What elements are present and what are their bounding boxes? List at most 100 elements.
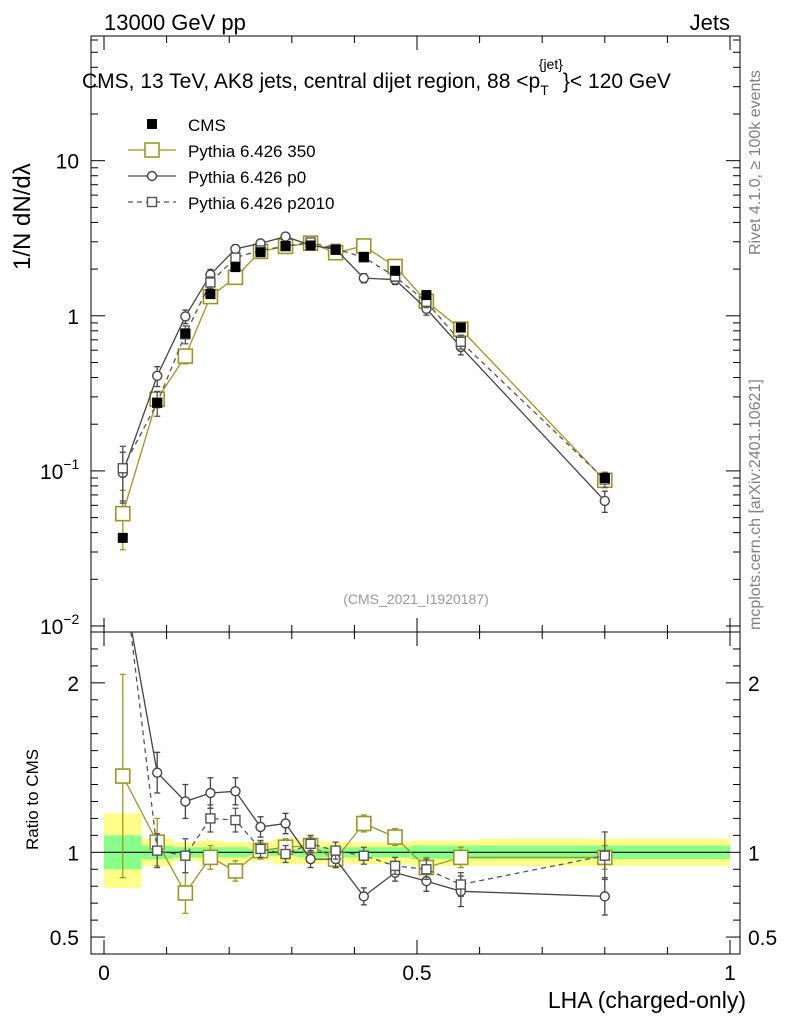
series-1-point	[280, 231, 291, 242]
series-0-point	[114, 505, 131, 522]
main-y-tick-exponent: −1	[63, 456, 79, 472]
series-1-point	[599, 495, 610, 507]
x-tick-label: 1	[724, 962, 736, 985]
title-sub: T	[540, 82, 549, 98]
series-1-point	[180, 311, 191, 322]
series-1-point	[358, 272, 369, 284]
x-tick-label: 0	[98, 962, 110, 985]
mcplots-label: mcplots.cern.ch [arXiv:2401.10621]	[747, 379, 764, 630]
legend-marker-1	[146, 170, 158, 182]
series-1-point	[230, 243, 241, 255]
analysis-label: (CMS_2021_I1920187)	[343, 591, 489, 607]
ratio-1-point	[230, 786, 241, 797]
ratio-0-point	[387, 829, 403, 845]
ratio-2-point	[280, 848, 291, 860]
main-series	[114, 231, 613, 551]
main-y-tick-label: 10−2	[40, 611, 80, 639]
x-axis-label: LHA (charged-only)	[548, 987, 746, 1013]
data-point	[599, 472, 610, 483]
data-point	[117, 532, 128, 543]
y-axis-label-ratio-text: Ratio to CMS	[23, 749, 42, 850]
ratio-uncertainty-band	[104, 813, 730, 888]
data-point	[455, 322, 466, 333]
y-axis-label-main: 1/N dN/dλ	[9, 163, 36, 270]
data-point	[205, 289, 216, 300]
ratio-2-point	[152, 845, 163, 856]
main-y-tick-label: 1	[67, 306, 79, 329]
ratio-0-point	[453, 849, 469, 866]
series-0-point	[355, 238, 372, 254]
ratio-2-point	[205, 813, 216, 824]
title-tail: }< 120 GeV	[563, 70, 671, 93]
legend-label-2: Pythia 6.426 p2010	[188, 194, 335, 213]
data-point	[230, 262, 241, 273]
main-panel: 10−2 10−1 1 10 CMS, 13 TeV, AK8 jets, centr…	[9, 35, 741, 639]
series-2-point	[455, 336, 467, 347]
series-line-2	[122, 241, 606, 480]
ratio-line-2	[130, 631, 605, 886]
ratio-2-point	[305, 838, 316, 850]
ratio-2-point	[230, 814, 241, 826]
ratio-1-point	[305, 853, 316, 865]
legend-label-1: Pythia 6.426 p0	[188, 168, 306, 187]
main-y-tick-label: 10	[56, 151, 79, 174]
ratio-2-point	[455, 879, 467, 890]
header-right: Jets	[690, 10, 730, 35]
main-y-tick-exponent: −2	[63, 611, 79, 627]
ratio-0-point	[227, 863, 244, 879]
ratio-panel: 0.5 0.5 1 1 2 2 Ratio to CMS	[23, 631, 777, 955]
ratio-y-tick-label-right: 2	[748, 673, 760, 696]
ratio-line-0	[122, 775, 605, 895]
data-point	[255, 247, 266, 258]
ratio-0-point	[177, 885, 194, 901]
main-y-ticks: 10−2 10−1 1 10	[40, 39, 740, 639]
y-axis-label-ratio: Ratio to CMS	[23, 749, 42, 850]
series-line-0	[122, 242, 606, 514]
ratio-frame	[90, 631, 741, 955]
data-point	[280, 240, 291, 251]
ratio-2-point	[599, 850, 610, 861]
legend-marker-0	[144, 142, 160, 158]
data-point	[390, 265, 401, 276]
ratio-y-tick-label-right: 0.5	[748, 927, 777, 950]
legend: CMS Pythia 6.426 350 Pythia 6.426 p0 Pythia…	[128, 116, 335, 213]
ratio-1-point	[205, 787, 216, 799]
ratio-1-point	[358, 891, 369, 902]
legend-marker-2	[146, 196, 158, 208]
ratio-2-point	[330, 845, 341, 856]
series-2-point	[205, 277, 216, 288]
data-point	[152, 397, 163, 408]
legend-marker-data	[147, 119, 157, 129]
header-left: 13000 GeV pp	[104, 10, 246, 35]
data-point	[358, 251, 369, 262]
legend-label-data: CMS	[188, 116, 226, 135]
ratio-1-point	[280, 818, 291, 829]
series-2-point	[117, 463, 128, 474]
ratio-y-tick-label: 0.5	[50, 927, 79, 950]
series-0-point	[227, 269, 244, 286]
ratio-y-tick-label: 1	[67, 842, 79, 865]
legend-label-0: Pythia 6.426 350	[188, 142, 316, 161]
plot-title: CMS, 13 TeV, AK8 jets, central dijet reg…	[82, 56, 671, 98]
series-2-point	[230, 252, 241, 263]
title-sup: {jet}	[539, 56, 563, 72]
ratio-y-ticks: 0.5 0.5 1 1 2 2	[50, 648, 777, 950]
ratio-1-point	[599, 891, 610, 902]
ratio-0-point	[202, 849, 219, 866]
ratio-1-point	[255, 821, 266, 833]
ratio-2-point	[421, 864, 432, 875]
series-0-point	[177, 348, 194, 364]
series-1-point	[152, 370, 163, 382]
y-axis-label-main-text: 1/N dN/dλ	[9, 163, 36, 270]
ratio-y-tick-label: 2	[67, 673, 79, 696]
x-tick-label: 0.5	[402, 962, 431, 985]
ratio-2-point	[255, 843, 266, 855]
ratio-y-tick-label-right: 1	[748, 842, 760, 865]
title-main: CMS, 13 TeV, AK8 jets, central dijet reg…	[82, 70, 540, 93]
ratio-0-point	[114, 768, 131, 784]
ratio-0-point	[355, 815, 372, 832]
data-point	[330, 244, 341, 255]
ratio-series	[114, 631, 613, 916]
ratio-2-point	[358, 850, 369, 861]
